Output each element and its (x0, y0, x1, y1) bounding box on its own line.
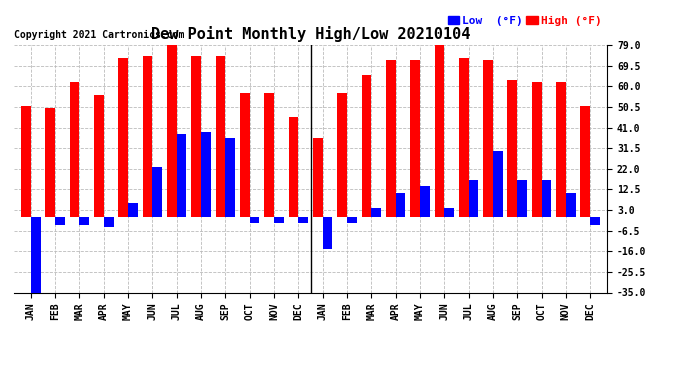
Bar (128, 204, 138, 216)
Bar (493, 152, 502, 216)
Bar (507, 80, 518, 216)
Bar (556, 82, 566, 216)
Bar (469, 180, 478, 216)
Bar (79, 216, 89, 225)
Bar (411, 60, 420, 216)
Bar (104, 216, 114, 227)
Title: Dew Point Monthly High/Low 20210104: Dew Point Monthly High/Low 20210104 (151, 27, 470, 42)
Bar (337, 93, 347, 216)
Bar (483, 60, 493, 216)
Bar (119, 58, 128, 216)
Bar (444, 208, 454, 216)
Bar (191, 56, 201, 216)
Bar (274, 216, 284, 223)
Bar (323, 216, 333, 249)
Bar (580, 106, 590, 216)
Bar (55, 216, 65, 225)
Bar (362, 75, 371, 216)
Bar (264, 93, 274, 216)
Bar (70, 82, 79, 216)
Bar (143, 56, 152, 216)
Bar (590, 216, 600, 225)
Bar (226, 138, 235, 216)
Bar (240, 93, 250, 216)
Bar (347, 216, 357, 223)
Bar (21, 106, 31, 216)
Bar (566, 193, 575, 216)
Bar (542, 180, 551, 216)
Bar (518, 180, 527, 216)
Bar (177, 134, 186, 216)
Bar (532, 82, 542, 216)
Bar (386, 60, 395, 216)
Legend: Low  (°F), High (°F): Low (°F), High (°F) (448, 16, 602, 26)
Bar (395, 193, 405, 216)
Bar (313, 138, 323, 216)
Bar (94, 95, 104, 216)
Bar (435, 45, 444, 216)
Bar (420, 186, 430, 216)
Text: Copyright 2021 Cartronics.com: Copyright 2021 Cartronics.com (14, 30, 184, 40)
Bar (288, 117, 298, 216)
Bar (298, 216, 308, 223)
Bar (459, 58, 469, 216)
Bar (216, 56, 226, 216)
Bar (250, 216, 259, 223)
Bar (201, 132, 210, 216)
Bar (31, 216, 41, 292)
Bar (167, 45, 177, 216)
Bar (46, 108, 55, 216)
Bar (371, 208, 381, 216)
Bar (152, 166, 162, 216)
